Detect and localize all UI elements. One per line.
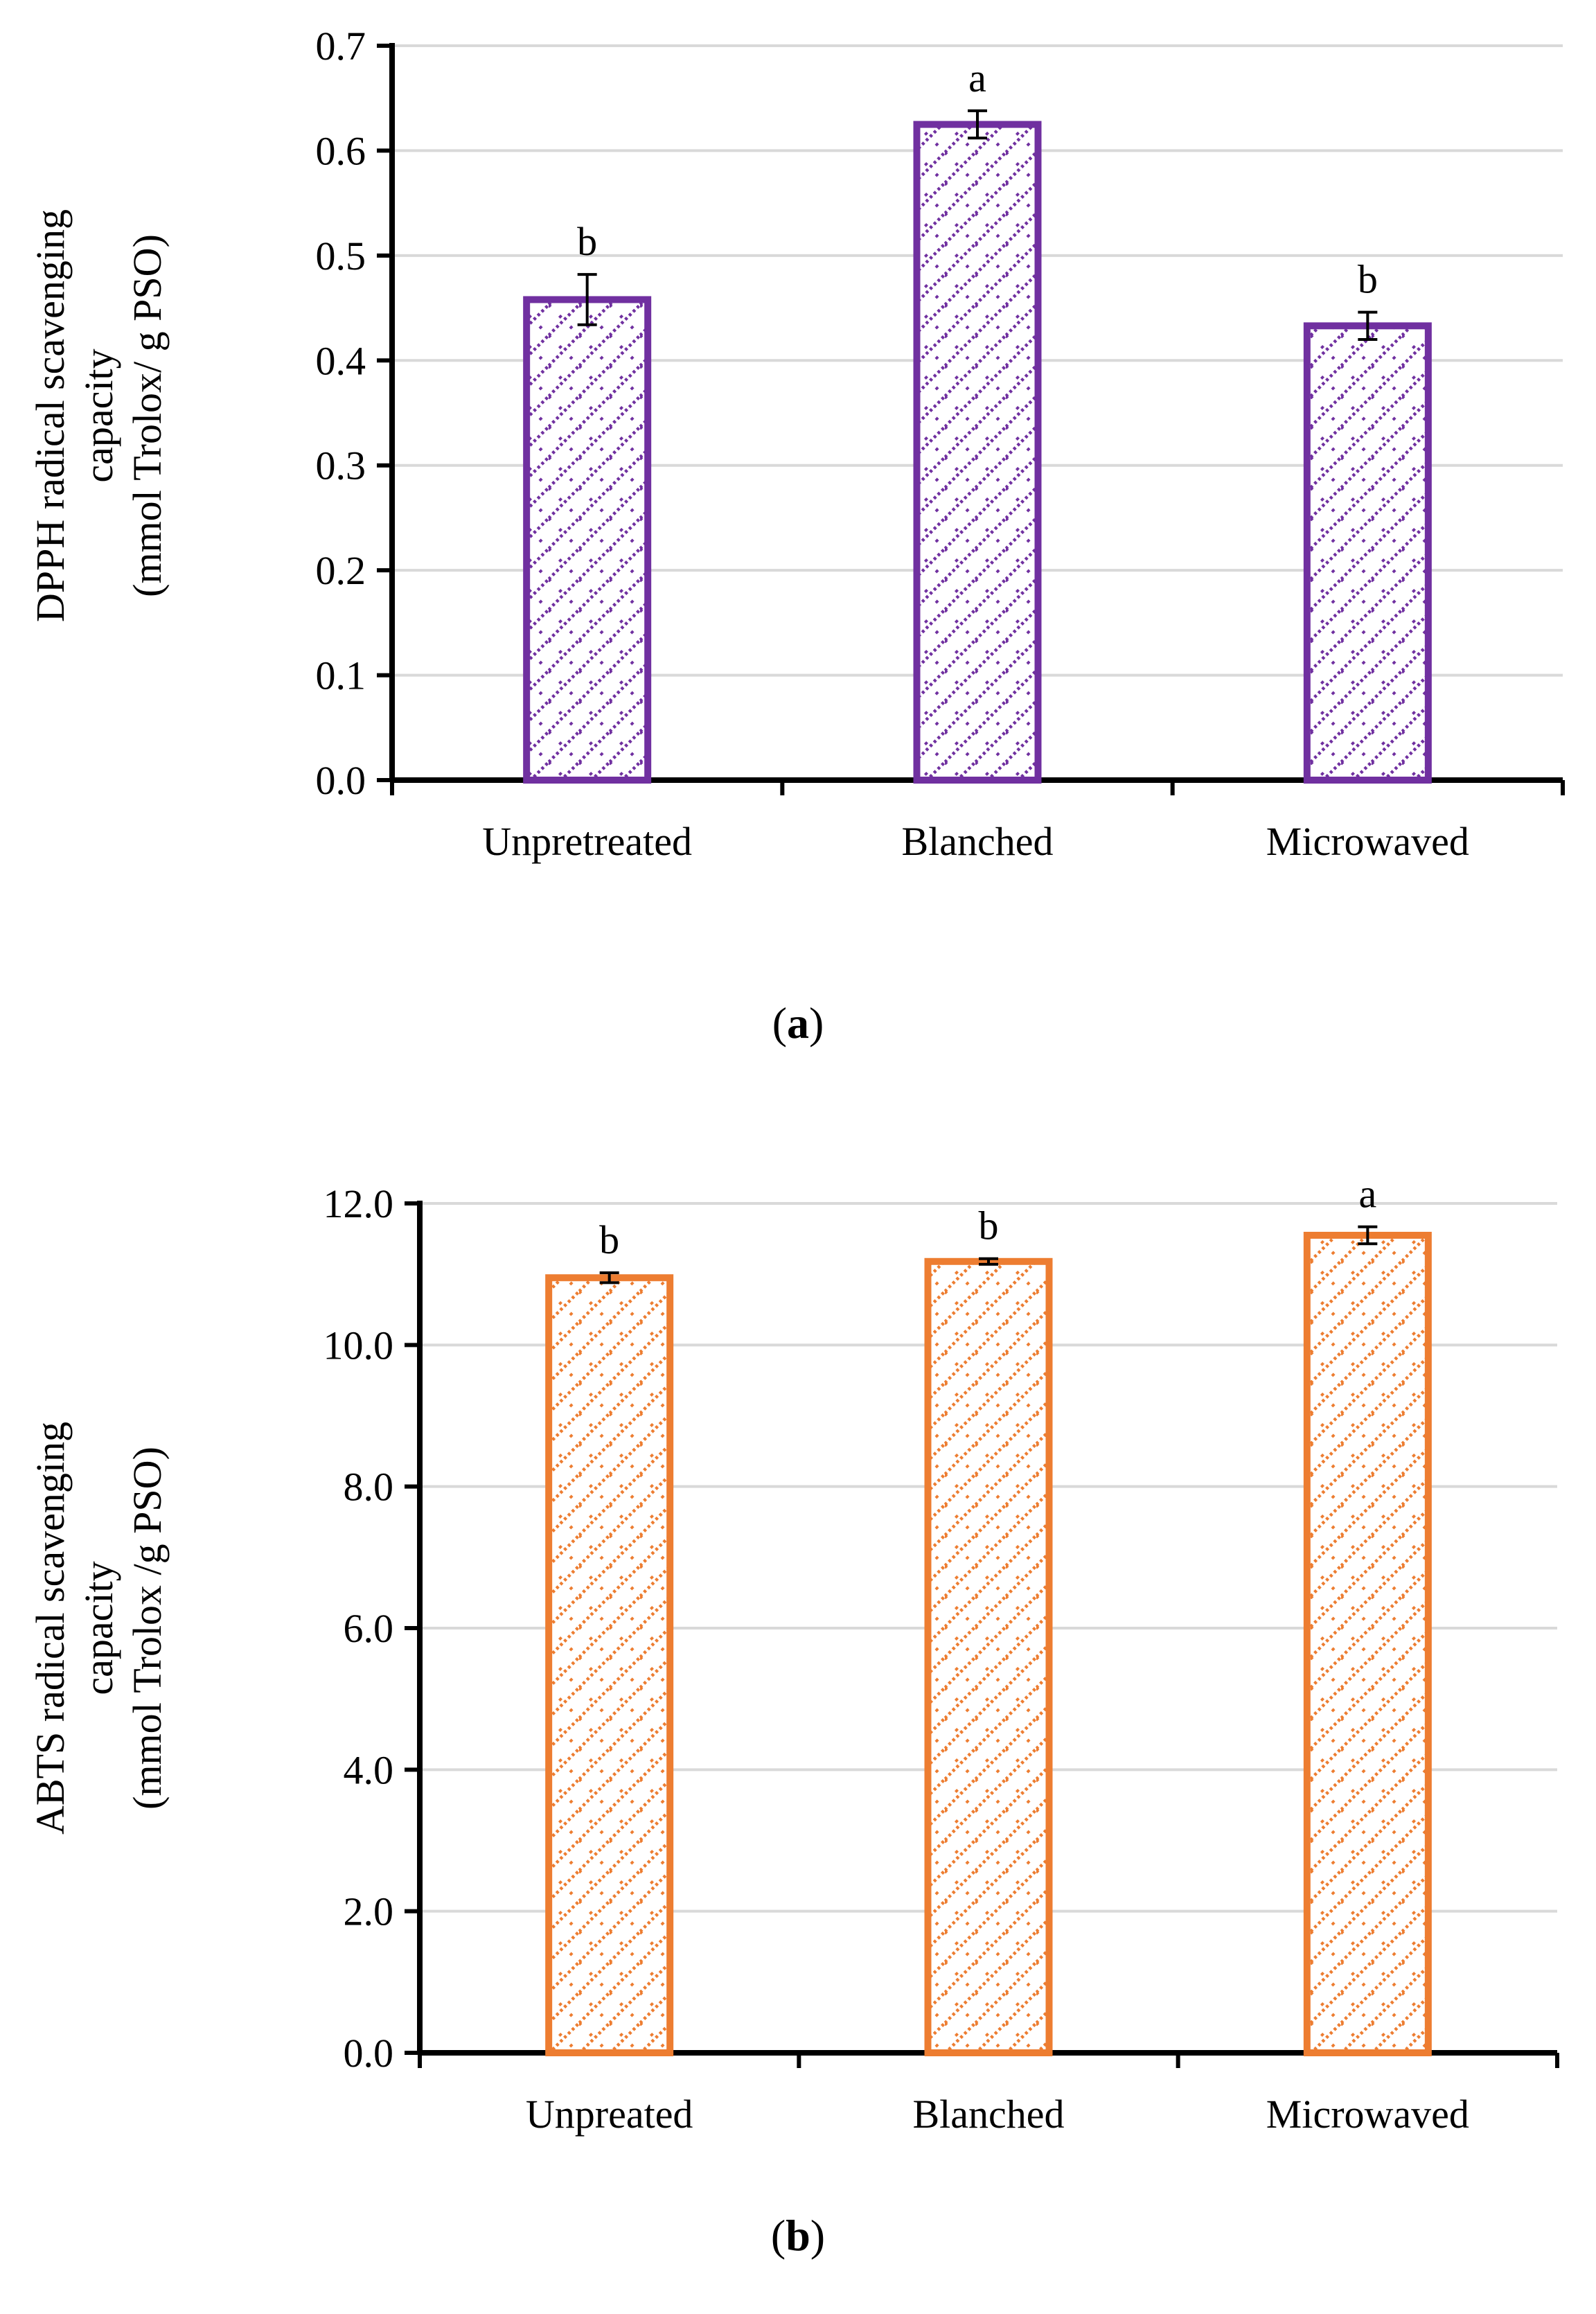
y-tick-label: 0.3 <box>316 443 366 488</box>
y-tick-label: 0.2 <box>316 548 366 593</box>
y-tick-label: 10.0 <box>323 1323 394 1368</box>
y-tick-label: 0.0 <box>344 2031 394 2076</box>
bar <box>913 121 1042 784</box>
significance-letter: a <box>1358 1172 1376 1217</box>
chart-panel-a: 0.0 0.1 0.2 0.3 0.4 0.5 0.6 0.7 b Unpretreated a Bl… <box>0 0 1596 1109</box>
y-axis-label: DPPH radical scavenging capacity (mmol Tro… <box>28 209 170 622</box>
y-tick-label: 6.0 <box>344 1606 394 1651</box>
y-tick-label: 2.0 <box>344 1889 394 1934</box>
y-axis-label-line: DPPH radical scavenging <box>28 209 73 622</box>
y-tick-label: 0.0 <box>316 758 366 803</box>
significance-letter: a <box>968 55 986 100</box>
y-tick-label: 8.0 <box>344 1465 394 1510</box>
x-tick-label: Unpretreated <box>482 819 692 864</box>
y-tick-label: 12.0 <box>323 1181 394 1226</box>
y-tick-label: 0.1 <box>316 653 366 698</box>
caption-b-letter: b <box>786 2211 810 2260</box>
y-axis-label-line: capacity <box>76 348 121 482</box>
y-axis-label-line: (mmol Trolox/ g PSO) <box>125 234 170 597</box>
significance-letter: b <box>577 219 597 264</box>
significance-letter: b <box>979 1203 999 1248</box>
x-tick-label: Unpreated <box>526 2092 693 2137</box>
bar <box>924 1257 1053 2057</box>
chart-panel-b: 0.0 2.0 4.0 6.0 8.0 10.0 12.0 b Unpreated b Blanch… <box>0 1109 1596 2314</box>
y-tick-label: 4.0 <box>344 1747 394 1792</box>
chart-a-svg: 0.0 0.1 0.2 0.3 0.4 0.5 0.6 0.7 b Unpretreated a Bl… <box>28 24 1565 864</box>
bar <box>545 1274 674 2056</box>
y-tick-label: 0.5 <box>316 233 366 279</box>
x-tick-label: Blanched <box>901 819 1053 864</box>
caption-a: (a) <box>772 998 824 1048</box>
bar <box>523 296 652 784</box>
y-axis-label-line: (mmol Trolox /g PSO) <box>125 1447 170 1810</box>
y-axis-label: ABTS radical scavenging capacity (mmol Tro… <box>28 1422 170 1835</box>
y-axis-label-line: ABTS radical scavenging <box>28 1422 73 1835</box>
caption-a-letter: a <box>787 998 809 1048</box>
y-tick-label: 0.6 <box>316 128 366 173</box>
x-tick-label: Microwaved <box>1266 2092 1469 2137</box>
bar <box>1303 1231 1432 2057</box>
y-tick-label: 0.4 <box>316 338 366 383</box>
bar <box>1303 322 1432 784</box>
chart-b-svg: 0.0 2.0 4.0 6.0 8.0 10.0 12.0 b Unpreated b Blanch… <box>28 1172 1559 2137</box>
significance-letter: b <box>1358 257 1378 302</box>
x-tick-label: Microwaved <box>1266 819 1469 864</box>
caption-b: (b) <box>770 2211 826 2260</box>
y-axis-label-line: capacity <box>76 1561 121 1695</box>
y-tick-label: 0.7 <box>316 24 366 69</box>
x-tick-label: Blanched <box>912 2092 1064 2137</box>
significance-letter: b <box>599 1217 619 1262</box>
